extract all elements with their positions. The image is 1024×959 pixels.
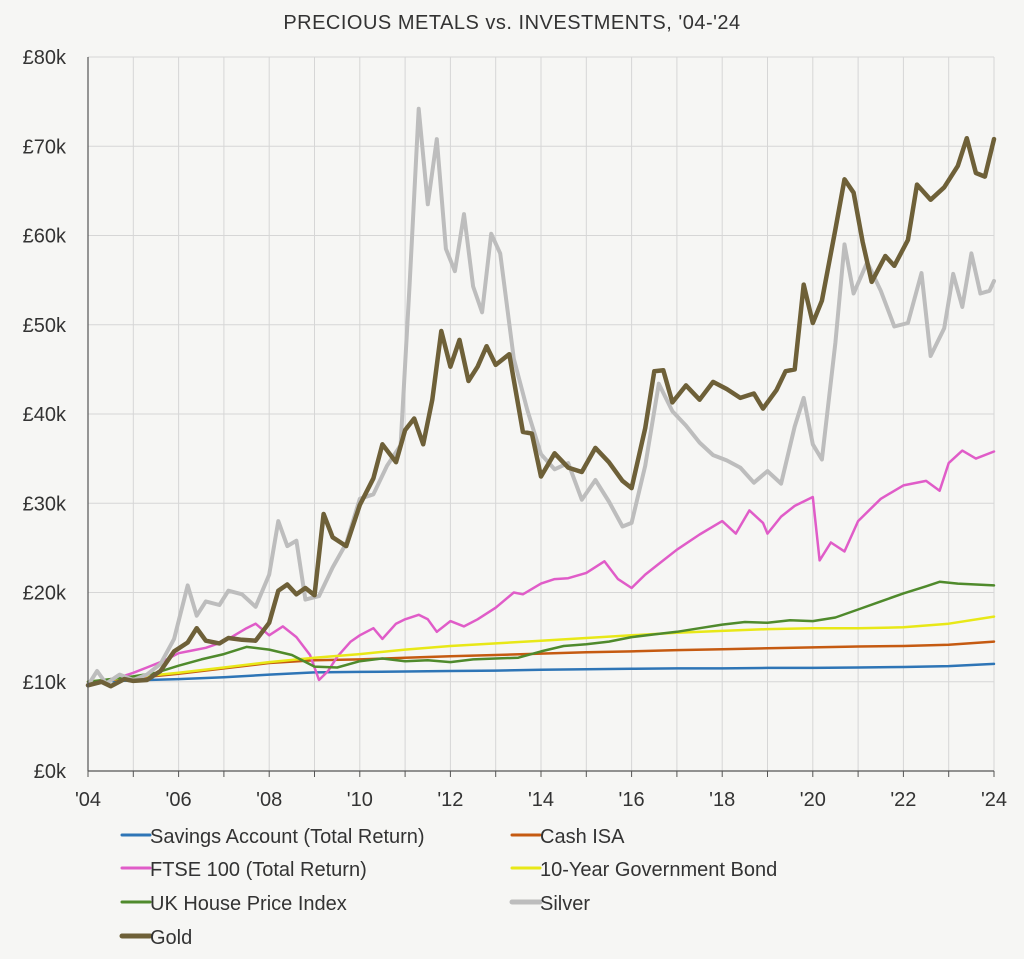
legend-item: FTSE 100 (Total Return) <box>120 859 367 881</box>
legend-label: Savings Account (Total Return) <box>150 826 425 848</box>
legend-label: FTSE 100 (Total Return) <box>150 859 367 881</box>
series-line-silver <box>86 106 996 688</box>
x-tick-label: '20 <box>800 789 826 811</box>
x-tick-label: '06 <box>166 789 192 811</box>
series-line-uk-house-price-index <box>86 580 996 684</box>
x-tick-label: '24 <box>981 789 1007 811</box>
y-tick-label: £0k <box>34 761 67 783</box>
series-line-ftse-100-total-return <box>86 449 996 685</box>
x-tick-label: '12 <box>437 789 463 811</box>
x-tick-label: '22 <box>890 789 916 811</box>
series-layer <box>85 106 997 689</box>
x-tick-label: '04 <box>75 789 101 811</box>
chart-title: PRECIOUS METALS vs. INVESTMENTS, '04-'24 <box>283 12 740 34</box>
legend-item: 10-Year Government Bond <box>510 859 777 881</box>
legend-item: UK House Price Index <box>120 893 347 915</box>
x-tick-label: '16 <box>619 789 645 811</box>
y-tick-label: £20k <box>23 583 67 605</box>
y-tick-label: £30k <box>23 493 67 515</box>
legend-label: UK House Price Index <box>150 893 347 915</box>
grid <box>87 56 995 772</box>
legend-label: Silver <box>540 893 590 915</box>
legend-item: Gold <box>119 927 192 949</box>
axes: £0k £10k £20k £30k £40k £50k £60k £70k £80k '04 '0… <box>23 47 1007 811</box>
y-tick-label: £50k <box>23 315 67 337</box>
y-tick-label: £60k <box>23 226 67 248</box>
legend-label: 10-Year Government Bond <box>540 859 777 881</box>
series-line-10-year-government-bond <box>86 615 996 684</box>
y-tick-label: £80k <box>23 47 67 69</box>
series-line-savings-account-total-return <box>86 662 996 684</box>
x-tick-label: '10 <box>347 789 373 811</box>
y-tick-label: £70k <box>23 136 67 158</box>
x-tick-label: '08 <box>256 789 282 811</box>
legend-item: Savings Account (Total Return) <box>120 826 425 848</box>
y-tick-label: £40k <box>23 404 67 426</box>
legend-label: Cash ISA <box>540 826 625 848</box>
legend-item: Cash ISA <box>510 826 625 848</box>
legend: Savings Account (Total Return) Cash ISA FT… <box>119 826 777 949</box>
legend-item: Silver <box>509 893 590 915</box>
series-line-gold <box>85 135 997 689</box>
legend-label: Gold <box>150 927 192 949</box>
y-tick-label: £10k <box>23 672 67 694</box>
x-tick-label: '14 <box>528 789 554 811</box>
x-tick-label: '18 <box>709 789 735 811</box>
